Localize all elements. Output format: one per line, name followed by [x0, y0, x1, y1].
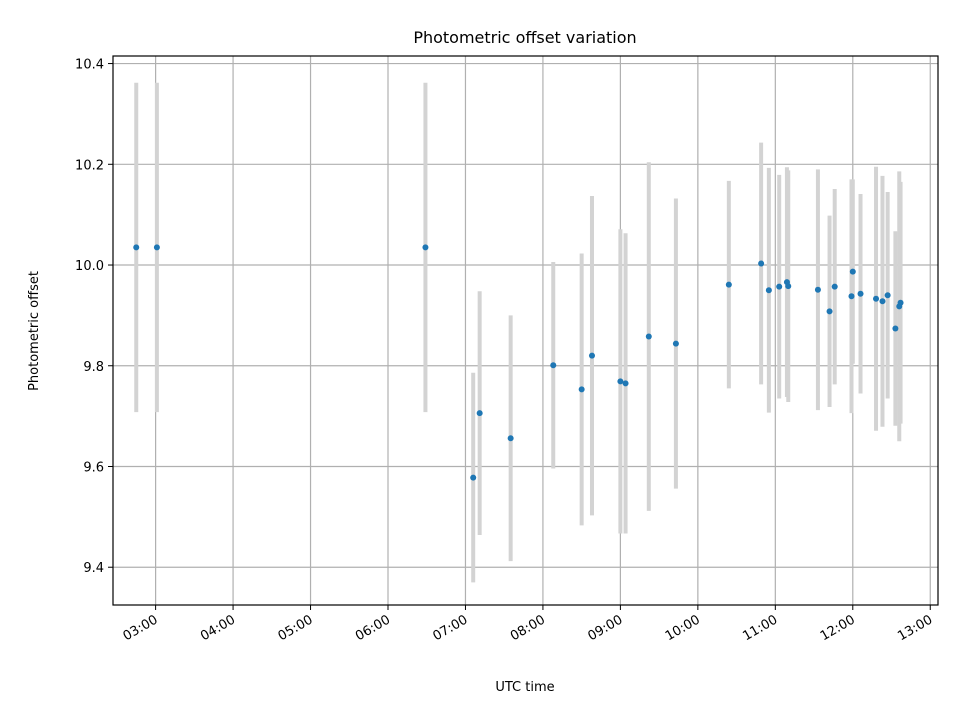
data-point	[645, 333, 652, 340]
data-point	[578, 386, 585, 393]
data-point	[153, 244, 160, 251]
data-point	[826, 308, 833, 315]
data-point	[814, 286, 821, 293]
data-point	[776, 283, 783, 290]
y-tick-label: 10.4	[75, 58, 104, 73]
plot-frame	[112, 55, 939, 606]
y-tick-label: 9.8	[83, 360, 104, 375]
x-axis-label: UTC time	[495, 680, 554, 695]
data-point	[617, 378, 624, 385]
data-point	[622, 380, 629, 387]
data-point	[884, 292, 891, 299]
data-point	[765, 287, 772, 294]
data-point	[857, 290, 864, 297]
y-tick-label: 10.0	[75, 259, 104, 274]
y-axis-label: Photometric offset	[27, 271, 42, 391]
data-point	[476, 410, 483, 417]
data-point	[849, 268, 856, 275]
data-point	[672, 340, 679, 347]
data-point	[892, 325, 899, 332]
data-point	[879, 298, 886, 305]
y-tick-label: 9.4	[83, 561, 104, 576]
data-point	[550, 362, 557, 369]
data-points	[133, 244, 904, 481]
data-point	[470, 474, 477, 481]
data-point	[785, 283, 792, 290]
data-point	[831, 283, 838, 290]
y-tick-label: 10.2	[75, 158, 104, 173]
data-point	[873, 295, 880, 302]
data-point	[133, 244, 140, 251]
data-point	[848, 293, 855, 300]
plot-background	[113, 56, 938, 605]
data-point	[588, 352, 595, 359]
data-point	[422, 244, 429, 251]
data-point	[758, 260, 765, 267]
y-tick-label: 9.6	[83, 460, 104, 475]
chart-title: Photometric offset variation	[413, 28, 636, 47]
y-axis-ticks: 9.4 9.6 9.8 10.0 10.2 10.4	[75, 58, 113, 576]
data-point	[897, 299, 904, 306]
data-point	[725, 281, 732, 288]
data-point	[507, 435, 514, 442]
